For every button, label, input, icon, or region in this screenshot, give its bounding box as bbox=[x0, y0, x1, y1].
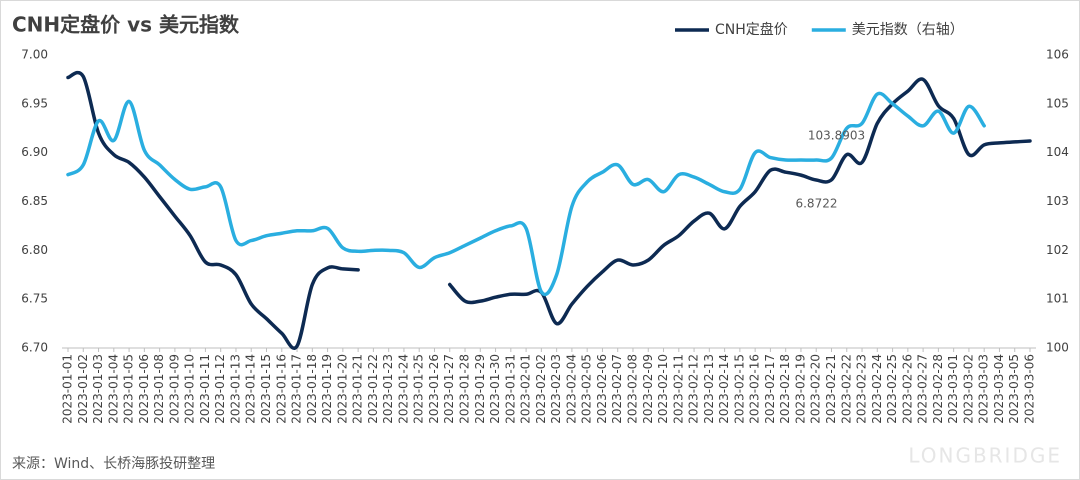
x-tick-label: 2023-01-24 bbox=[396, 354, 410, 424]
x-tick-label: 2023-01-27 bbox=[442, 354, 456, 424]
x-tick-label: 2023-02-05 bbox=[580, 354, 594, 424]
x-tick-label: 2023-03-01 bbox=[946, 354, 960, 424]
x-tick-label: 2023-01-30 bbox=[488, 354, 502, 424]
x-tick-label: 2023-01-18 bbox=[305, 354, 319, 424]
x-tick-label: 2023-02-13 bbox=[702, 354, 716, 424]
x-tick-label: 2023-02-22 bbox=[839, 354, 853, 424]
x-tick-label: 2023-01-03 bbox=[91, 354, 105, 424]
x-tick-label: 2023-01-31 bbox=[503, 354, 517, 424]
x-tick-label: 2023-02-03 bbox=[549, 354, 563, 424]
x-tick-label: 2023-02-01 bbox=[519, 354, 533, 424]
x-tick-label: 2023-02-19 bbox=[793, 354, 807, 424]
x-tick-label: 2023-01-01 bbox=[61, 354, 75, 424]
y-tick-label: 6.95 bbox=[21, 96, 48, 110]
x-tick-label: 2023-01-06 bbox=[137, 354, 151, 424]
x-tick-label: 2023-03-04 bbox=[992, 354, 1006, 424]
data-label: 6.8722 bbox=[795, 196, 837, 210]
x-tick-label: 2023-02-08 bbox=[625, 354, 639, 424]
x-tick-label: 2023-01-08 bbox=[152, 354, 166, 424]
x-tick-label: 2023-02-14 bbox=[717, 354, 731, 424]
x-tick-label: 2023-02-26 bbox=[900, 354, 914, 424]
x-tick-label: 2023-02-28 bbox=[931, 354, 945, 424]
x-tick-label: 2023-01-09 bbox=[167, 354, 181, 424]
x-tick-label: 2023-01-19 bbox=[320, 354, 334, 424]
x-tick-label: 2023-02-17 bbox=[763, 354, 777, 424]
x-tick-label: 2023-01-12 bbox=[213, 354, 227, 424]
x-tick-label: 2023-02-11 bbox=[671, 354, 685, 424]
y2-tick-label: 102 bbox=[1046, 243, 1069, 257]
x-tick-label: 2023-01-22 bbox=[366, 354, 380, 424]
x-tick-label: 2023-01-13 bbox=[228, 354, 242, 424]
x-tick-label: 2023-01-17 bbox=[290, 354, 304, 424]
x-tick-label: 2023-01-11 bbox=[198, 354, 212, 424]
y-tick-label: 7.00 bbox=[21, 48, 48, 62]
x-tick-label: 2023-02-07 bbox=[610, 354, 624, 424]
chart-title: CNH定盘价 vs 美元指数 bbox=[12, 13, 240, 37]
x-tick-label: 2023-02-02 bbox=[534, 354, 548, 424]
y2-tick-label: 105 bbox=[1046, 96, 1069, 110]
x-tick-label: 2023-02-10 bbox=[656, 354, 670, 424]
x-tick-label: 2023-03-06 bbox=[1023, 354, 1037, 424]
watermark: LONGBRIDGE bbox=[908, 444, 1062, 468]
x-tick-label: 2023-03-02 bbox=[961, 354, 975, 424]
data-label: 103.8903 bbox=[808, 129, 865, 143]
series-line bbox=[447, 77, 1032, 326]
x-tick-label: 2023-02-04 bbox=[564, 354, 578, 424]
y-tick-label: 6.90 bbox=[21, 145, 48, 159]
y2-tick-label: 100 bbox=[1046, 341, 1069, 355]
x-tick-label: 2023-01-02 bbox=[76, 354, 90, 424]
x-tick-label: 2023-01-04 bbox=[106, 354, 120, 424]
x-tick-label: 2023-02-18 bbox=[778, 354, 792, 424]
x-tick-label: 2023-02-09 bbox=[641, 354, 655, 424]
y2-tick-label: 101 bbox=[1046, 292, 1069, 306]
x-tick-label: 2023-01-21 bbox=[351, 354, 365, 424]
y2-tick-label: 104 bbox=[1046, 145, 1069, 159]
y-tick-label: 6.80 bbox=[21, 243, 48, 257]
x-tick-label: 2023-02-16 bbox=[748, 354, 762, 424]
x-tick-label: 2023-01-29 bbox=[473, 354, 487, 424]
x-tick-label: 2023-02-23 bbox=[855, 354, 869, 424]
y-tick-label: 6.70 bbox=[21, 341, 48, 355]
x-tick-label: 2023-01-15 bbox=[259, 354, 273, 424]
x-tick-label: 2023-02-24 bbox=[870, 354, 884, 424]
y2-tick-label: 103 bbox=[1046, 194, 1069, 208]
x-tick-label: 2023-02-12 bbox=[687, 354, 701, 424]
x-tick-label: 2023-02-27 bbox=[916, 354, 930, 424]
source: 来源：Wind、长桥海豚投研整理 bbox=[12, 456, 215, 472]
x-tick-label: 2023-01-23 bbox=[381, 354, 395, 424]
x-tick-label: 2023-01-20 bbox=[335, 354, 349, 424]
x-tick-label: 2023-01-14 bbox=[244, 354, 258, 424]
x-tick-label: 2023-03-05 bbox=[1007, 354, 1021, 424]
x-tick-label: 2023-03-03 bbox=[977, 354, 991, 424]
x-tick-label: 2023-02-25 bbox=[885, 354, 899, 424]
y2-tick-label: 106 bbox=[1046, 48, 1069, 62]
x-tick-label: 2023-02-15 bbox=[732, 354, 746, 424]
y-tick-label: 6.85 bbox=[21, 194, 48, 208]
x-tick-label: 2023-02-06 bbox=[595, 354, 609, 424]
x-tick-label: 2023-02-20 bbox=[809, 354, 823, 424]
series-line bbox=[66, 91, 986, 297]
x-tick-label: 2023-01-28 bbox=[458, 354, 472, 424]
x-tick-label: 2023-01-26 bbox=[427, 354, 441, 424]
x-tick-label: 2023-01-16 bbox=[274, 354, 288, 424]
series-line bbox=[66, 70, 360, 350]
legend-label: CNH定盘价 bbox=[715, 21, 788, 38]
x-tick-label: 2023-01-25 bbox=[412, 354, 426, 424]
x-tick-label: 2023-01-10 bbox=[183, 354, 197, 424]
x-tick-label: 2023-02-21 bbox=[824, 354, 838, 424]
y-tick-label: 6.75 bbox=[21, 292, 48, 306]
x-tick-label: 2023-01-05 bbox=[122, 354, 136, 424]
legend-label: 美元指数（右轴） bbox=[852, 22, 964, 38]
